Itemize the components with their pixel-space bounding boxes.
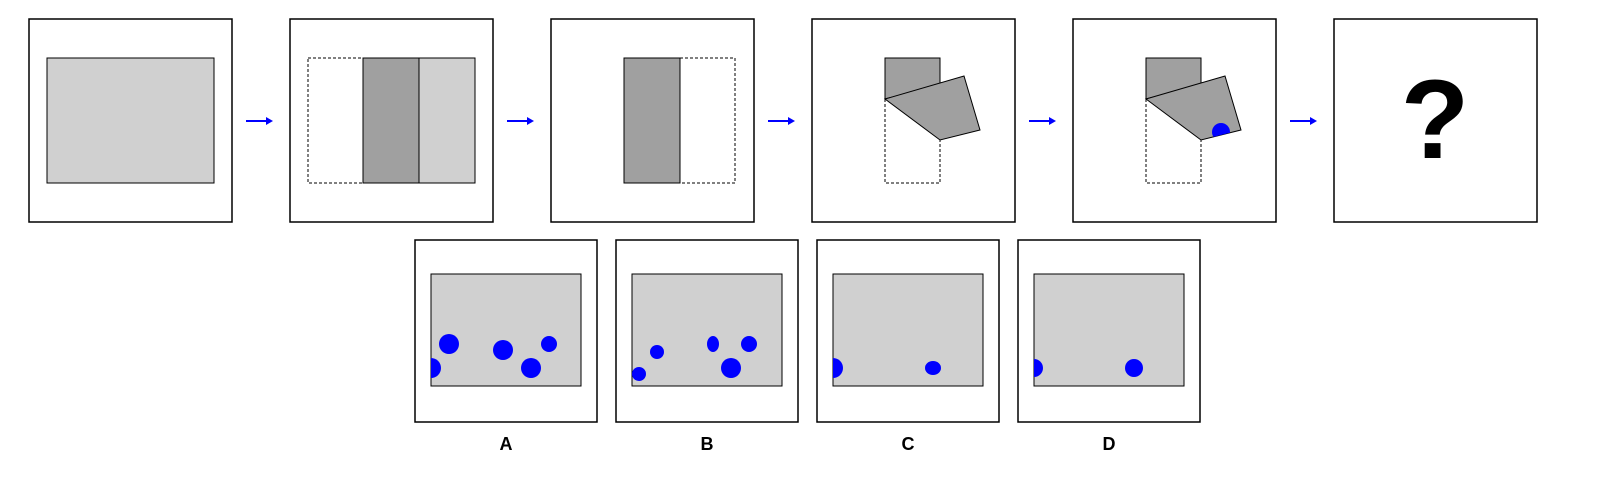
option-label: B (701, 434, 714, 454)
unfolded-paper (631, 273, 783, 387)
step-1-panel (28, 18, 233, 223)
question-mark: ? (1401, 57, 1469, 182)
unfolded-paper (832, 273, 984, 387)
punched-hole-icon (650, 345, 664, 359)
punched-hole-icon (1034, 359, 1043, 377)
option-a[interactable]: A (414, 239, 598, 454)
step-4-panel (811, 18, 1016, 223)
unfolded-paper (1033, 273, 1185, 387)
punched-hole-icon (1125, 359, 1143, 377)
unfolded-paper (430, 273, 582, 387)
punched-hole-icon (439, 334, 459, 354)
paper-right-part (418, 57, 476, 184)
punched-hole-icon (431, 358, 441, 378)
step-2-panel (289, 18, 494, 223)
folded-strip (623, 57, 681, 184)
arrow-right-icon (1029, 117, 1056, 125)
paper-outline-dashed (1145, 99, 1202, 184)
step-5-panel (1072, 18, 1277, 223)
paper-sheet (46, 57, 215, 184)
folded-flap (883, 75, 981, 141)
step-3-panel (550, 18, 755, 223)
panel-frame (1333, 18, 1538, 223)
option-label: D (1103, 434, 1116, 454)
option-label: A (500, 434, 513, 454)
paper-outline-dashed (884, 99, 941, 184)
option-d[interactable]: D (1017, 239, 1201, 454)
arrow-right-icon (768, 117, 795, 125)
paper-outline-dashed (680, 57, 736, 184)
punched-hole-icon (833, 358, 843, 378)
punched-hole-icon (493, 340, 513, 360)
option-c[interactable]: C (816, 239, 1000, 454)
punched-hole-icon (741, 336, 757, 352)
punched-hole-icon (521, 358, 541, 378)
arrow-right-icon (1290, 117, 1317, 125)
folded-strip (362, 57, 420, 184)
arrow-right-icon (507, 117, 534, 125)
option-label: C (902, 434, 915, 454)
arrow-right-icon (246, 117, 273, 125)
punched-hole-icon (632, 367, 646, 381)
punched-hole-icon (541, 336, 557, 352)
punched-hole-icon (925, 361, 941, 375)
punched-hole-icon (707, 336, 719, 352)
punched-hole-icon (721, 358, 741, 378)
question-panel: ? (1333, 18, 1538, 223)
option-b[interactable]: B (615, 239, 799, 454)
